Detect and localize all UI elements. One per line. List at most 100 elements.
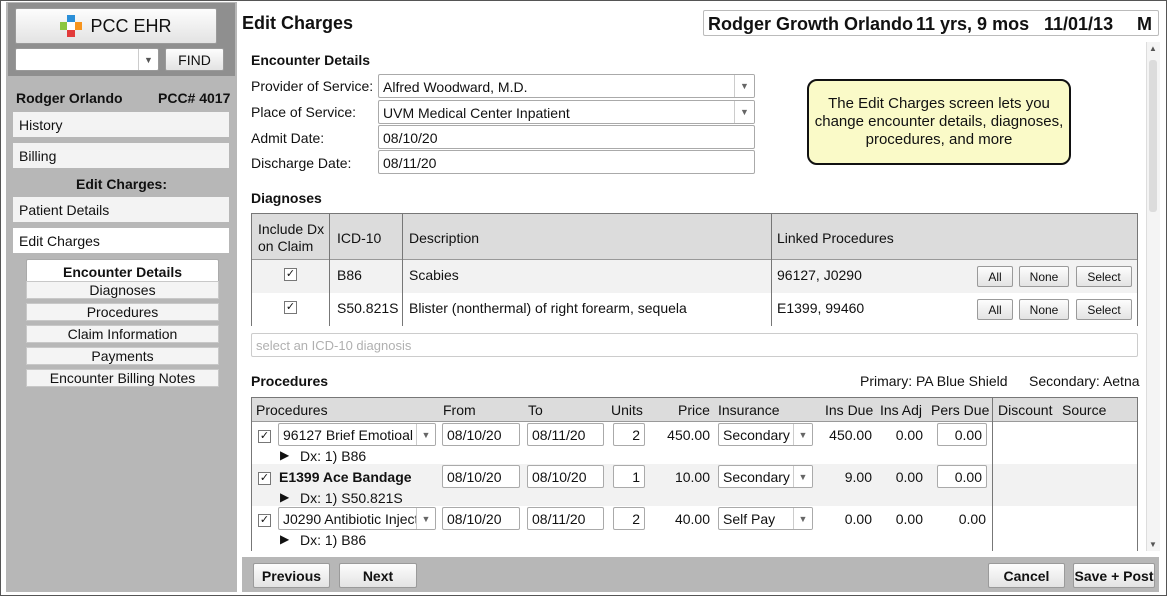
cancel-button[interactable]: Cancel [988,563,1065,588]
col-ins-adj: Ins Adj [880,402,923,418]
to-date-input[interactable]: 08/11/20 [527,423,604,446]
page-title: Edit Charges [242,13,354,33]
from-date-input[interactable]: 08/10/20 [442,423,520,446]
from-date-input[interactable]: 08/10/20 [442,507,520,530]
units-input[interactable]: 2 [613,423,645,446]
app-logo-button[interactable]: PCC EHR [15,8,217,44]
diagnoses-header-row [252,214,1137,260]
pers-due-value: 0.00 [958,511,986,527]
procedure-checkbox[interactable]: ✓ [258,472,271,485]
nav-patient-details-label: Patient Details [19,201,110,218]
col-procedures: Procedures [256,402,328,418]
to-date-input[interactable]: 08/11/20 [527,507,604,530]
subnav-claim-information[interactable]: Claim Information [26,325,219,343]
patient-search-select[interactable]: ▼ [15,48,159,71]
subnav-encounter-details[interactable]: Encounter Details [26,259,219,283]
link-select-button[interactable]: Select [1076,299,1132,320]
subnav-encounter-billing-notes[interactable]: Encounter Billing Notes [26,369,219,387]
chevron-down-icon: ▼ [734,101,754,123]
include-dx-checkbox[interactable]: ✓ [284,268,297,281]
expand-triangle-icon[interactable]: ▶ [280,532,290,546]
admit-date-input[interactable]: 08/10/20 [378,125,755,149]
col-insurance: Insurance [718,402,780,418]
units-input[interactable]: 2 [613,507,645,530]
nav-billing[interactable]: Billing [13,143,229,168]
icd10-search-input[interactable]: select an ICD-10 diagnosis [251,333,1138,357]
next-button[interactable]: Next [339,563,417,588]
link-none-button[interactable]: None [1019,266,1069,287]
insurance-value: Secondary [723,469,790,485]
subnav-procedures[interactable]: Procedures [26,303,219,321]
price-value: 10.00 [674,469,710,485]
nav-history[interactable]: History [13,112,229,137]
insurance-select[interactable]: Self Pay ▼ [718,507,813,530]
expand-triangle-icon[interactable]: ▶ [280,490,290,504]
procedure-checkbox[interactable]: ✓ [258,430,271,443]
secondary-insurance: Secondary: Aetna [1029,373,1140,389]
column-divider [771,214,772,326]
insurance-select[interactable]: Secondary ▼ [718,465,813,488]
from-date-input[interactable]: 08/10/20 [442,465,520,488]
chevron-down-icon: ▼ [734,75,754,97]
previous-button[interactable]: Previous [253,563,330,588]
subnav-payments[interactable]: Payments [26,347,219,365]
subnav-diagnoses[interactable]: Diagnoses [26,281,219,299]
procedure-checkbox[interactable]: ✓ [258,514,271,527]
dx-code: B86 [337,267,362,283]
col-to: To [528,402,543,418]
col-include-dx-2: on Claim [258,238,314,254]
procedure-dx: Dx: 1) B86 [300,448,367,464]
patient-full-name: Rodger Growth Orlando [708,14,913,34]
chevron-down-icon: ▼ [138,49,158,70]
include-dx-checkbox[interactable]: ✓ [284,301,297,314]
nav-billing-label: Billing [19,147,57,164]
patient-dob: 11/01/13 [1044,14,1114,34]
vertical-scrollbar[interactable]: ▲ ▼ [1146,42,1160,551]
col-from: From [443,402,476,418]
procedures-table: Procedures From To Units Price Insurance… [251,397,1138,551]
procedure-select[interactable]: J0290 Antibiotic Inject ▼ [278,507,436,530]
link-all-button[interactable]: All [977,299,1013,320]
insurance-value: Secondary [723,427,790,443]
patient-pcc-number: PCC# 4017 [158,90,231,106]
provider-select[interactable]: Alfred Woodward, M.D. ▼ [378,74,755,98]
scroll-up-icon[interactable]: ▲ [1149,44,1157,53]
to-date-input[interactable]: 08/10/20 [527,465,604,488]
scroll-down-icon[interactable]: ▼ [1149,540,1157,549]
scrollbar-thumb[interactable] [1149,60,1157,212]
discharge-date-input[interactable]: 08/11/20 [378,150,755,174]
place-select[interactable]: UVM Medical Center Inpatient ▼ [378,100,755,124]
dx-linked: E1399, 99460 [777,300,865,316]
pers-due-input[interactable]: 0.00 [937,465,987,488]
edit-charges-header: Edit Charges: [75,176,167,192]
save-post-button[interactable]: Save + Post [1073,563,1155,588]
place-value: UVM Medical Center Inpatient [383,105,570,121]
col-linked-procedures: Linked Procedures [777,230,894,246]
nav-patient-details[interactable]: Patient Details [13,197,229,222]
ins-due-value: 450.00 [829,427,872,443]
find-button[interactable]: FIND [165,48,224,71]
nav-edit-charges[interactable]: Edit Charges [13,228,229,253]
nav-edit-charges-label: Edit Charges [19,232,100,249]
discharge-date-label: Discharge Date: [251,155,352,171]
procedures-header-row [252,398,1137,422]
primary-insurance: Primary: PA Blue Shield [860,373,1008,389]
insurance-select[interactable]: Secondary ▼ [718,423,813,446]
ins-adj-value: 0.00 [895,469,923,485]
diagnoses-heading: Diagnoses [251,190,322,206]
expand-triangle-icon[interactable]: ▶ [280,448,290,462]
procedures-heading: Procedures [251,373,329,389]
link-select-button[interactable]: Select [1076,266,1132,287]
link-none-button[interactable]: None [1019,299,1069,320]
col-description: Description [409,230,480,246]
encounter-details-heading: Encounter Details [251,52,371,68]
procedure-row-bg [252,464,1137,506]
units-input[interactable]: 1 [613,465,645,488]
procedure-value: 96127 Brief Emotioal [283,427,413,443]
col-discount: Discount [998,402,1053,418]
procedure-select[interactable]: 96127 Brief Emotioal ▼ [278,423,436,446]
link-all-button[interactable]: All [977,266,1013,287]
provider-label: Provider of Service: [251,78,374,94]
chevron-down-icon: ▼ [416,424,435,445]
pers-due-input[interactable]: 0.00 [937,423,987,446]
